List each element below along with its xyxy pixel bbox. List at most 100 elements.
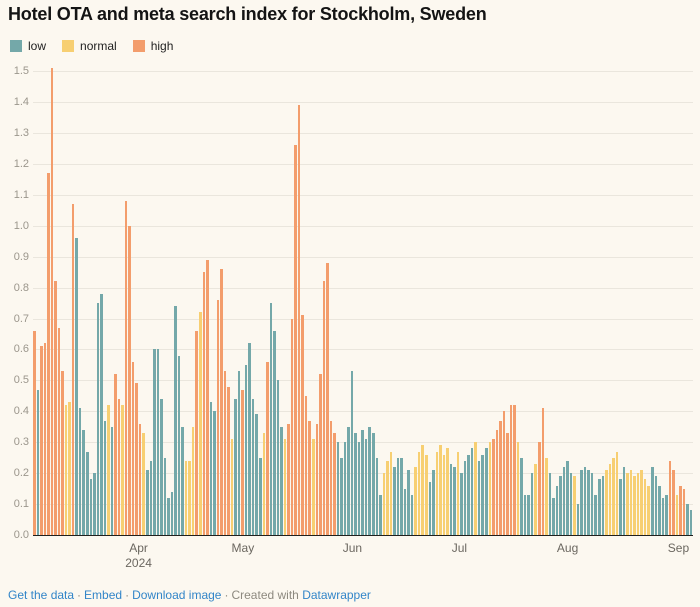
bar-high[interactable] — [40, 346, 43, 535]
bar-high[interactable] — [297, 105, 301, 535]
bar-normal[interactable] — [435, 452, 439, 535]
bar-low[interactable] — [340, 458, 343, 535]
bar-low[interactable] — [280, 427, 283, 535]
bar-low[interactable] — [566, 461, 569, 535]
bar-high[interactable] — [195, 331, 198, 535]
bar-normal[interactable] — [414, 467, 417, 535]
bar-normal[interactable] — [534, 464, 537, 535]
bar-normal[interactable] — [421, 445, 424, 535]
bar-normal[interactable] — [417, 452, 421, 535]
bar-low[interactable] — [654, 476, 658, 535]
bar-low[interactable] — [562, 467, 566, 535]
bar-low[interactable] — [177, 356, 181, 535]
bar-low[interactable] — [594, 495, 597, 535]
bar-high[interactable] — [290, 319, 294, 535]
bar-high[interactable] — [672, 470, 675, 535]
bar-low[interactable] — [527, 495, 530, 535]
bar-high[interactable] — [513, 405, 516, 535]
bar-normal[interactable] — [382, 473, 386, 535]
bar-low[interactable] — [552, 498, 555, 535]
bar-high[interactable] — [294, 145, 297, 535]
bar-normal[interactable] — [64, 405, 68, 535]
bar-high[interactable] — [223, 371, 227, 535]
bar-normal[interactable] — [612, 458, 615, 535]
bar-high[interactable] — [57, 328, 61, 535]
bar-normal[interactable] — [107, 405, 110, 535]
bar-high[interactable] — [138, 424, 142, 535]
bar-normal[interactable] — [68, 402, 71, 535]
bar-normal[interactable] — [283, 439, 287, 535]
bar-low[interactable] — [343, 442, 347, 535]
bar-low[interactable] — [259, 458, 262, 535]
bar-normal[interactable] — [633, 476, 636, 535]
bar-high[interactable] — [114, 374, 117, 535]
bar-low[interactable] — [400, 458, 403, 535]
bar-high[interactable] — [54, 281, 57, 535]
bar-high[interactable] — [506, 433, 509, 535]
bar-normal[interactable] — [262, 433, 266, 535]
bar-high[interactable] — [326, 263, 329, 535]
bar-low[interactable] — [379, 495, 382, 535]
bar-high[interactable] — [322, 281, 326, 535]
bar-normal[interactable] — [386, 461, 389, 535]
bar-low[interactable] — [449, 464, 453, 535]
bar-normal[interactable] — [629, 470, 633, 535]
bar-normal[interactable] — [424, 455, 428, 535]
bar-high[interactable] — [206, 260, 209, 535]
bar-low[interactable] — [170, 492, 174, 535]
bar-low[interactable] — [160, 399, 163, 535]
bar-low[interactable] — [248, 343, 251, 535]
bar-low[interactable] — [407, 470, 410, 535]
bar-normal[interactable] — [608, 464, 612, 535]
bar-low[interactable] — [432, 470, 435, 535]
bar-low[interactable] — [110, 427, 114, 535]
bar-low[interactable] — [146, 470, 149, 535]
bar-low[interactable] — [75, 238, 78, 535]
bar-low[interactable] — [467, 455, 470, 535]
bar-normal[interactable] — [675, 495, 679, 535]
bar-low[interactable] — [559, 476, 562, 535]
bar-high[interactable] — [33, 331, 36, 535]
bar-low[interactable] — [375, 458, 379, 535]
bar-normal[interactable] — [545, 458, 548, 535]
bar-high[interactable] — [537, 442, 541, 535]
bar-low[interactable] — [555, 486, 559, 535]
bar-low[interactable] — [276, 380, 280, 535]
bar-low[interactable] — [576, 504, 580, 535]
bar-high[interactable] — [128, 226, 131, 535]
bar-high[interactable] — [319, 374, 322, 535]
bar-low[interactable] — [368, 427, 371, 535]
bar-high[interactable] — [492, 439, 495, 535]
bar-normal[interactable] — [573, 476, 576, 535]
bar-low[interactable] — [234, 399, 237, 535]
bar-low[interactable] — [364, 439, 368, 535]
bar-low[interactable] — [237, 371, 241, 535]
bar-high[interactable] — [308, 421, 311, 535]
bar-low[interactable] — [213, 411, 216, 535]
bar-normal[interactable] — [230, 439, 234, 535]
bar-low[interactable] — [403, 489, 407, 535]
bar-low[interactable] — [569, 473, 573, 535]
bar-low[interactable] — [583, 467, 587, 535]
bar-low[interactable] — [520, 458, 523, 535]
bar-low[interactable] — [357, 442, 361, 535]
bar-low[interactable] — [100, 294, 103, 535]
embed-link[interactable]: Embed — [84, 588, 123, 602]
bar-high[interactable] — [668, 461, 672, 535]
bar-normal[interactable] — [647, 486, 650, 535]
bar-low[interactable] — [269, 303, 273, 535]
bar-high[interactable] — [682, 489, 686, 535]
bar-high[interactable] — [216, 300, 220, 535]
bar-low[interactable] — [85, 452, 89, 535]
bar-normal[interactable] — [456, 452, 460, 535]
bar-low[interactable] — [453, 467, 456, 535]
bar-high[interactable] — [61, 371, 64, 535]
bar-high[interactable] — [502, 411, 506, 535]
bar-low[interactable] — [361, 430, 364, 535]
bar-normal[interactable] — [311, 439, 315, 535]
bar-low[interactable] — [36, 390, 40, 535]
bar-normal[interactable] — [121, 405, 124, 535]
bar-low[interactable] — [149, 461, 153, 535]
bar-high[interactable] — [71, 204, 75, 535]
bar-normal[interactable] — [615, 452, 619, 535]
